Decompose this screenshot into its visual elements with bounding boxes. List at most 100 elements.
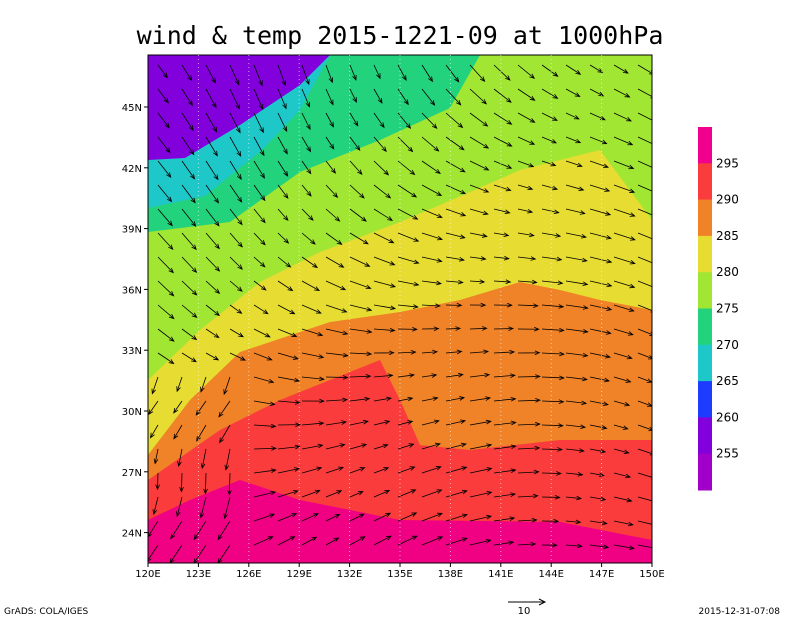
wind-arrow	[565, 400, 588, 406]
wind-arrow	[397, 160, 416, 176]
wind-arrow	[565, 256, 588, 263]
wind-arrow	[613, 472, 632, 479]
wind-arrow	[253, 328, 271, 338]
wind-arrow	[469, 396, 492, 402]
colorbar-segment	[698, 127, 712, 164]
wind-arrow	[181, 160, 196, 180]
wind-arrow	[613, 160, 635, 170]
x-tick-label: 150E	[639, 569, 664, 580]
wind-arrow	[277, 490, 299, 498]
wind-arrow	[181, 208, 197, 227]
y-tick-label: 30N	[122, 407, 142, 418]
wind-arrow	[541, 232, 562, 238]
wind-arrow	[301, 536, 318, 546]
wind-arrow	[613, 496, 633, 503]
wind-arrow	[589, 256, 613, 264]
wind-arrow	[277, 536, 296, 546]
wind-arrow	[469, 136, 490, 149]
wind-arrow	[349, 304, 373, 312]
wind-arrow	[469, 467, 493, 474]
wind-arrow	[181, 136, 195, 156]
wind-arrow	[277, 184, 289, 199]
x-tick-label: 141E	[488, 569, 513, 580]
wind-arrow	[173, 400, 183, 414]
wind-arrow	[565, 376, 588, 382]
colorbar-segment	[698, 381, 712, 418]
wind-arrow	[517, 303, 539, 308]
wind-arrow	[637, 160, 652, 168]
wind-arrow	[301, 466, 323, 474]
wind-arrow	[517, 326, 540, 332]
wind-arrow	[325, 280, 347, 291]
wind-arrow	[421, 64, 433, 83]
wind-arrow	[565, 472, 584, 477]
wind-arrow	[469, 538, 492, 546]
wind-arrow	[541, 447, 564, 452]
wind-arrow	[493, 208, 511, 215]
wind-arrow	[469, 184, 490, 193]
wind-arrow	[469, 372, 491, 378]
wind-arrow	[205, 208, 220, 227]
wind-arrow	[565, 88, 581, 97]
wind-arrow	[373, 373, 394, 379]
wind-arrow	[589, 184, 611, 192]
wind-arrow	[325, 136, 335, 150]
wind-arrow	[193, 520, 207, 541]
wind-arrow	[277, 160, 289, 177]
wind-arrow	[421, 419, 440, 426]
colorbar: 295 290 285 280 275 270 265 260 255	[698, 127, 739, 491]
wind-arrow	[493, 88, 512, 103]
wind-arrow	[301, 376, 325, 382]
wind-arrow	[469, 326, 488, 331]
wind-arrow	[493, 444, 517, 450]
wind-arrow	[373, 443, 389, 450]
wind-arrow	[373, 112, 385, 129]
wind-arrow	[421, 232, 444, 241]
wind-arrow	[205, 136, 218, 157]
wind-arrow	[229, 352, 247, 361]
wind-arrow	[613, 328, 634, 336]
wind-arrow	[373, 327, 396, 333]
wind-arrow	[637, 232, 652, 240]
wind-arrow	[325, 375, 349, 380]
wind-arrow	[637, 136, 652, 145]
wind-arrow	[301, 328, 324, 337]
wind-arrow	[325, 208, 341, 222]
wind-arrow	[637, 424, 652, 432]
y-tick-label: 27N	[122, 468, 142, 479]
wind-arrow	[613, 376, 632, 383]
wind-arrow	[517, 112, 536, 123]
y-tick-label: 33N	[122, 346, 142, 357]
wind-arrow	[253, 376, 275, 384]
wind-arrow	[193, 544, 207, 563]
wind-arrow	[301, 443, 324, 450]
wind-arrow	[373, 420, 391, 426]
reference-arrowhead	[538, 598, 547, 606]
y-tick-label: 24N	[122, 529, 142, 540]
wind-arrow	[373, 280, 397, 288]
x-tick-label: 120E	[135, 569, 160, 580]
wind-arrow	[469, 88, 488, 105]
wind-arrow	[517, 541, 537, 547]
wind-arrow	[277, 352, 299, 360]
wind-arrow	[565, 64, 582, 75]
wind-arrow	[421, 512, 443, 522]
wind-arrow	[157, 88, 169, 104]
wind-arrow	[541, 280, 564, 286]
wind-arrow	[541, 495, 561, 500]
wind-arrow	[325, 537, 340, 546]
wind-arrow	[301, 421, 325, 426]
wind-arrow	[469, 490, 493, 498]
wind-arrow	[373, 136, 387, 153]
wind-arrow	[421, 303, 441, 309]
wind-arrow	[325, 397, 349, 403]
wind-arrow	[157, 352, 175, 365]
wind-arrow	[541, 160, 557, 167]
wind-arrow	[157, 184, 173, 203]
wind-arrow	[325, 328, 349, 336]
wind-arrow	[445, 232, 466, 239]
colorbar-label: 270	[716, 338, 739, 352]
colorbar-label: 275	[716, 302, 739, 316]
wind-arrow	[181, 88, 193, 107]
